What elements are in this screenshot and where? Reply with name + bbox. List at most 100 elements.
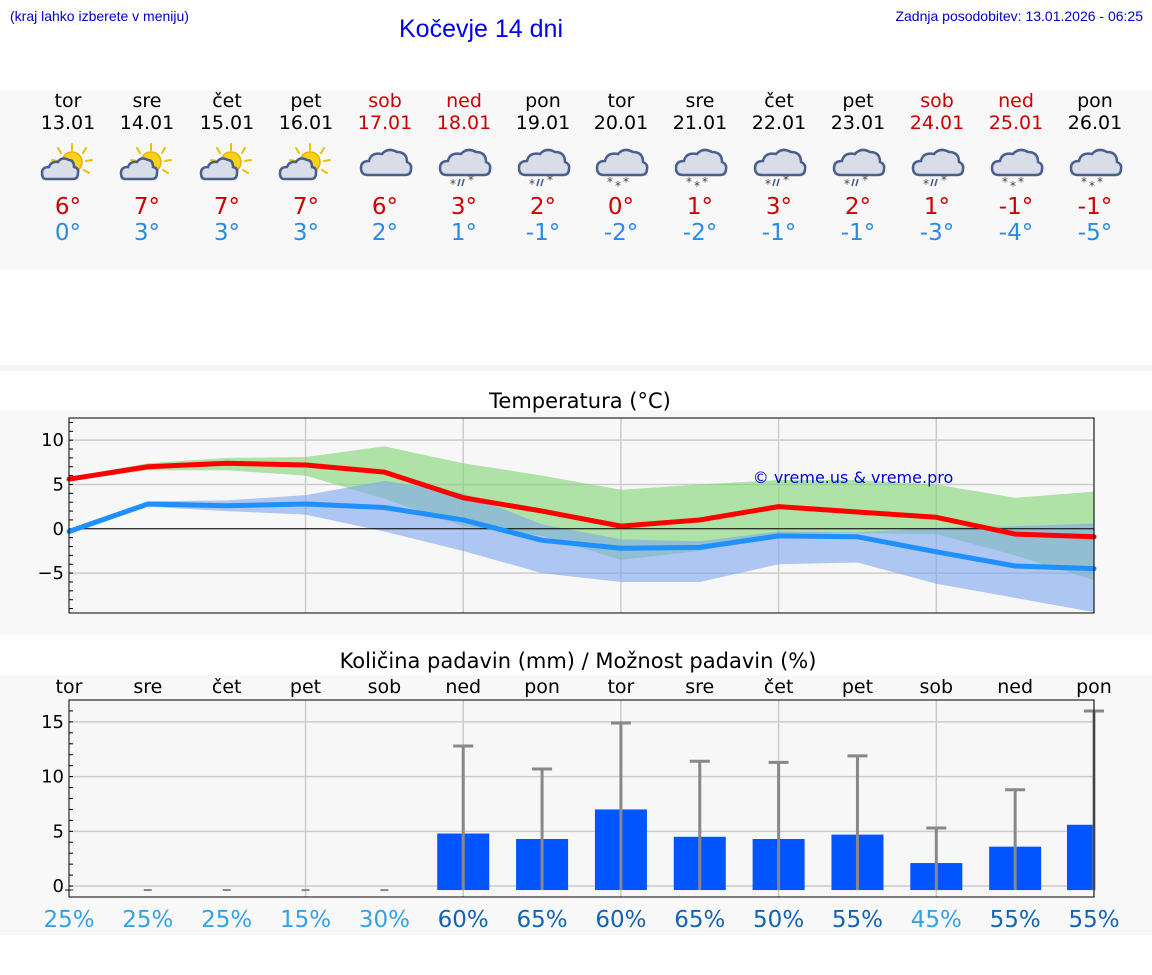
svg-text:*: *	[529, 177, 535, 190]
partly-sunny-icon	[278, 143, 331, 181]
day-name: sre	[685, 90, 715, 112]
sleet-icon: * *	[832, 148, 886, 190]
precipitation-probability: 65%	[517, 907, 568, 933]
snow-icon: * * *	[674, 148, 728, 190]
forecast-day: pet 16.01 7° 3°	[266, 90, 346, 246]
x-category-label: sob	[920, 676, 954, 698]
cloud-icon	[1069, 148, 1123, 177]
x-category-label: tor	[607, 676, 634, 698]
min-temperature: 2°	[371, 220, 399, 246]
max-range-band	[69, 446, 1094, 581]
precipitation-probability: 25%	[43, 907, 94, 933]
day-date: 21.01	[672, 112, 728, 134]
max-temperature: -1°	[1077, 194, 1113, 220]
y-tick-label: 15	[41, 712, 64, 733]
precipitation-probability: 60%	[595, 907, 646, 933]
day-name: čet	[212, 90, 242, 112]
svg-text:*: *	[862, 173, 868, 187]
precipitation-probability: 50%	[753, 907, 804, 933]
chart-title: Količina padavin (mm) / Možnost padavin …	[340, 649, 817, 673]
precipitation-probability: 45%	[911, 907, 962, 933]
precipitation-probability: 55%	[1068, 907, 1119, 933]
cloud-icon	[119, 157, 159, 181]
max-temperature: 2°	[844, 194, 872, 220]
location-hint: (kraj lahko izberete v meniju)	[10, 8, 189, 24]
cloud-icon	[911, 148, 965, 177]
sleet-icon: * *	[517, 148, 571, 190]
cloudy-icon	[359, 148, 413, 177]
day-name: ned	[446, 90, 482, 112]
x-category-label: sre	[133, 676, 162, 698]
min-temperature: -1°	[840, 220, 876, 246]
forecast-day: tor 13.01 6° 0°	[28, 90, 108, 246]
x-category-label: sob	[368, 676, 402, 698]
cloud-icon	[359, 148, 413, 177]
min-temperature: -1°	[525, 220, 561, 246]
max-temperature: 2°	[529, 194, 557, 220]
svg-text:*: *	[1097, 175, 1103, 189]
y-tick-label: 0	[53, 876, 64, 897]
svg-text:*: *	[468, 173, 474, 187]
svg-text:*: *	[1002, 175, 1008, 189]
min-temperature: -2°	[603, 220, 639, 246]
y-tick-label: 0	[53, 519, 64, 540]
day-name: pon	[1077, 90, 1113, 112]
precipitation-probability: 25%	[201, 907, 252, 933]
min-temperature: 3°	[133, 220, 161, 246]
svg-text:*: *	[923, 177, 929, 190]
svg-text:*: *	[615, 179, 621, 190]
x-category-label: čet	[212, 676, 242, 698]
snow-icon: * * *	[1069, 148, 1123, 190]
partly-sunny-icon	[199, 143, 252, 181]
forecast-day: pet 23.01 * * 2° -1°	[818, 90, 898, 246]
min-temperature-line	[66, 501, 1097, 572]
min-temperature: -5°	[1077, 220, 1113, 246]
day-date: 22.01	[751, 112, 807, 134]
partly-sunny-icon	[40, 143, 93, 181]
svg-text:*: *	[941, 173, 947, 187]
chart-title: Temperatura (°C)	[488, 389, 671, 413]
forecast-day: pon 19.01 * * 2° -1°	[503, 90, 583, 246]
cloud-icon	[832, 148, 886, 177]
min-temperature: 0°	[54, 220, 82, 246]
day-name: tor	[54, 90, 82, 112]
y-tick-label: 5	[53, 821, 64, 842]
plot-frame	[68, 417, 1095, 614]
min-temperature: -2°	[682, 220, 718, 246]
day-date: 14.01	[119, 112, 175, 134]
day-date: 24.01	[909, 112, 965, 134]
day-date: 16.01	[278, 112, 334, 134]
forecast-day: ned 25.01 * * * -1° -4°	[976, 90, 1056, 246]
cloud-icon	[278, 157, 318, 181]
forecast-day: sob 24.01 * * 1° -3°	[897, 90, 977, 246]
x-category-label: ned	[997, 676, 1033, 698]
x-category-label: pon	[1076, 676, 1112, 698]
page-title: Kočevje 14 dni	[399, 15, 564, 43]
snow-icon: * * *	[990, 148, 1044, 190]
forecast-day: tor 20.01 * * * 0° -2°	[581, 90, 661, 246]
cloud-icon	[595, 148, 649, 177]
day-date: 19.01	[515, 112, 571, 134]
sleet-icon: * *	[753, 148, 807, 190]
max-temperature: 6°	[371, 194, 399, 220]
day-name: pet	[842, 90, 874, 112]
separator	[0, 365, 1152, 371]
precipitation-probability: 55%	[990, 907, 1041, 933]
precipitation-probability: 30%	[359, 907, 410, 933]
day-name: sre	[132, 90, 162, 112]
precipitation-probability: 55%	[832, 907, 883, 933]
min-temperature: -4°	[998, 220, 1034, 246]
max-temperature: 7°	[133, 194, 161, 220]
forecast-day: čet 15.01 7° 3°	[187, 90, 267, 246]
max-temperature: 1°	[923, 194, 951, 220]
svg-text:*: *	[607, 175, 613, 189]
svg-text:*: *	[702, 175, 708, 189]
day-name: ned	[998, 90, 1034, 112]
max-temperature: 7°	[292, 194, 320, 220]
x-category-label: ned	[445, 676, 481, 698]
svg-text:*: *	[694, 179, 700, 190]
day-name: tor	[607, 90, 635, 112]
forecast-day: pon 26.01 * * * -1° -5°	[1055, 90, 1135, 246]
last-update: Zadnja posodobitev: 13.01.2026 - 06:25	[895, 8, 1143, 24]
svg-text:*: *	[1018, 175, 1024, 189]
